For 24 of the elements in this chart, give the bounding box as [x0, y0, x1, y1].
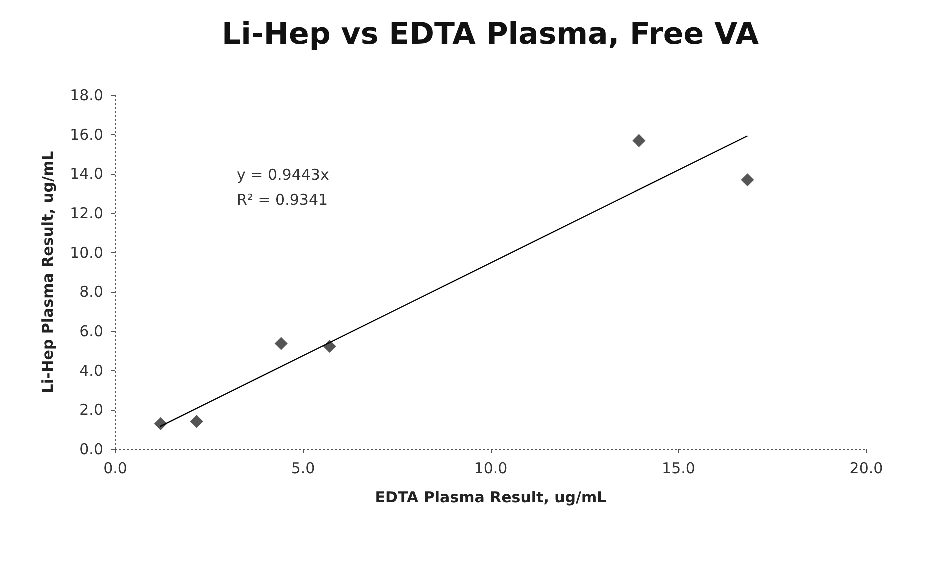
point	[274, 337, 288, 350]
x-tick-label: 5.0	[291, 460, 316, 478]
point	[741, 174, 754, 187]
annotation: y = 0.9443x	[237, 166, 330, 184]
y-tick-label: 0.0	[80, 440, 104, 458]
x-tick-label: 15.0	[662, 460, 696, 478]
y-tick-label: 2.0	[80, 401, 104, 420]
y-tick-label: 16.0	[70, 126, 104, 144]
y-tick-label: 8.0	[80, 283, 104, 302]
annotation: R² = 0.9341	[237, 191, 328, 209]
x-tick-label: 20.0	[850, 460, 884, 478]
y-tick-label: 6.0	[80, 322, 104, 340]
chart-title: Li-Hep vs EDTA Plasma, Free VA	[222, 17, 760, 52]
y-tick-label: 10.0	[70, 244, 104, 262]
y-axis-title: Li-Hep Plasma Result, ug/mL	[39, 150, 58, 394]
y-tick-label: 14.0	[70, 165, 104, 184]
x-axis-title: EDTA Plasma Result, ug/mL	[375, 488, 608, 506]
point	[632, 134, 646, 148]
x-tick-label: 10.0	[474, 460, 508, 478]
y-tick-label: 4.0	[80, 362, 104, 380]
point	[190, 415, 204, 428]
x-tick-label: 0.0	[104, 460, 128, 478]
y-tick-label: 12.0	[70, 204, 104, 222]
y-tick-label: 18.0	[70, 86, 104, 104]
